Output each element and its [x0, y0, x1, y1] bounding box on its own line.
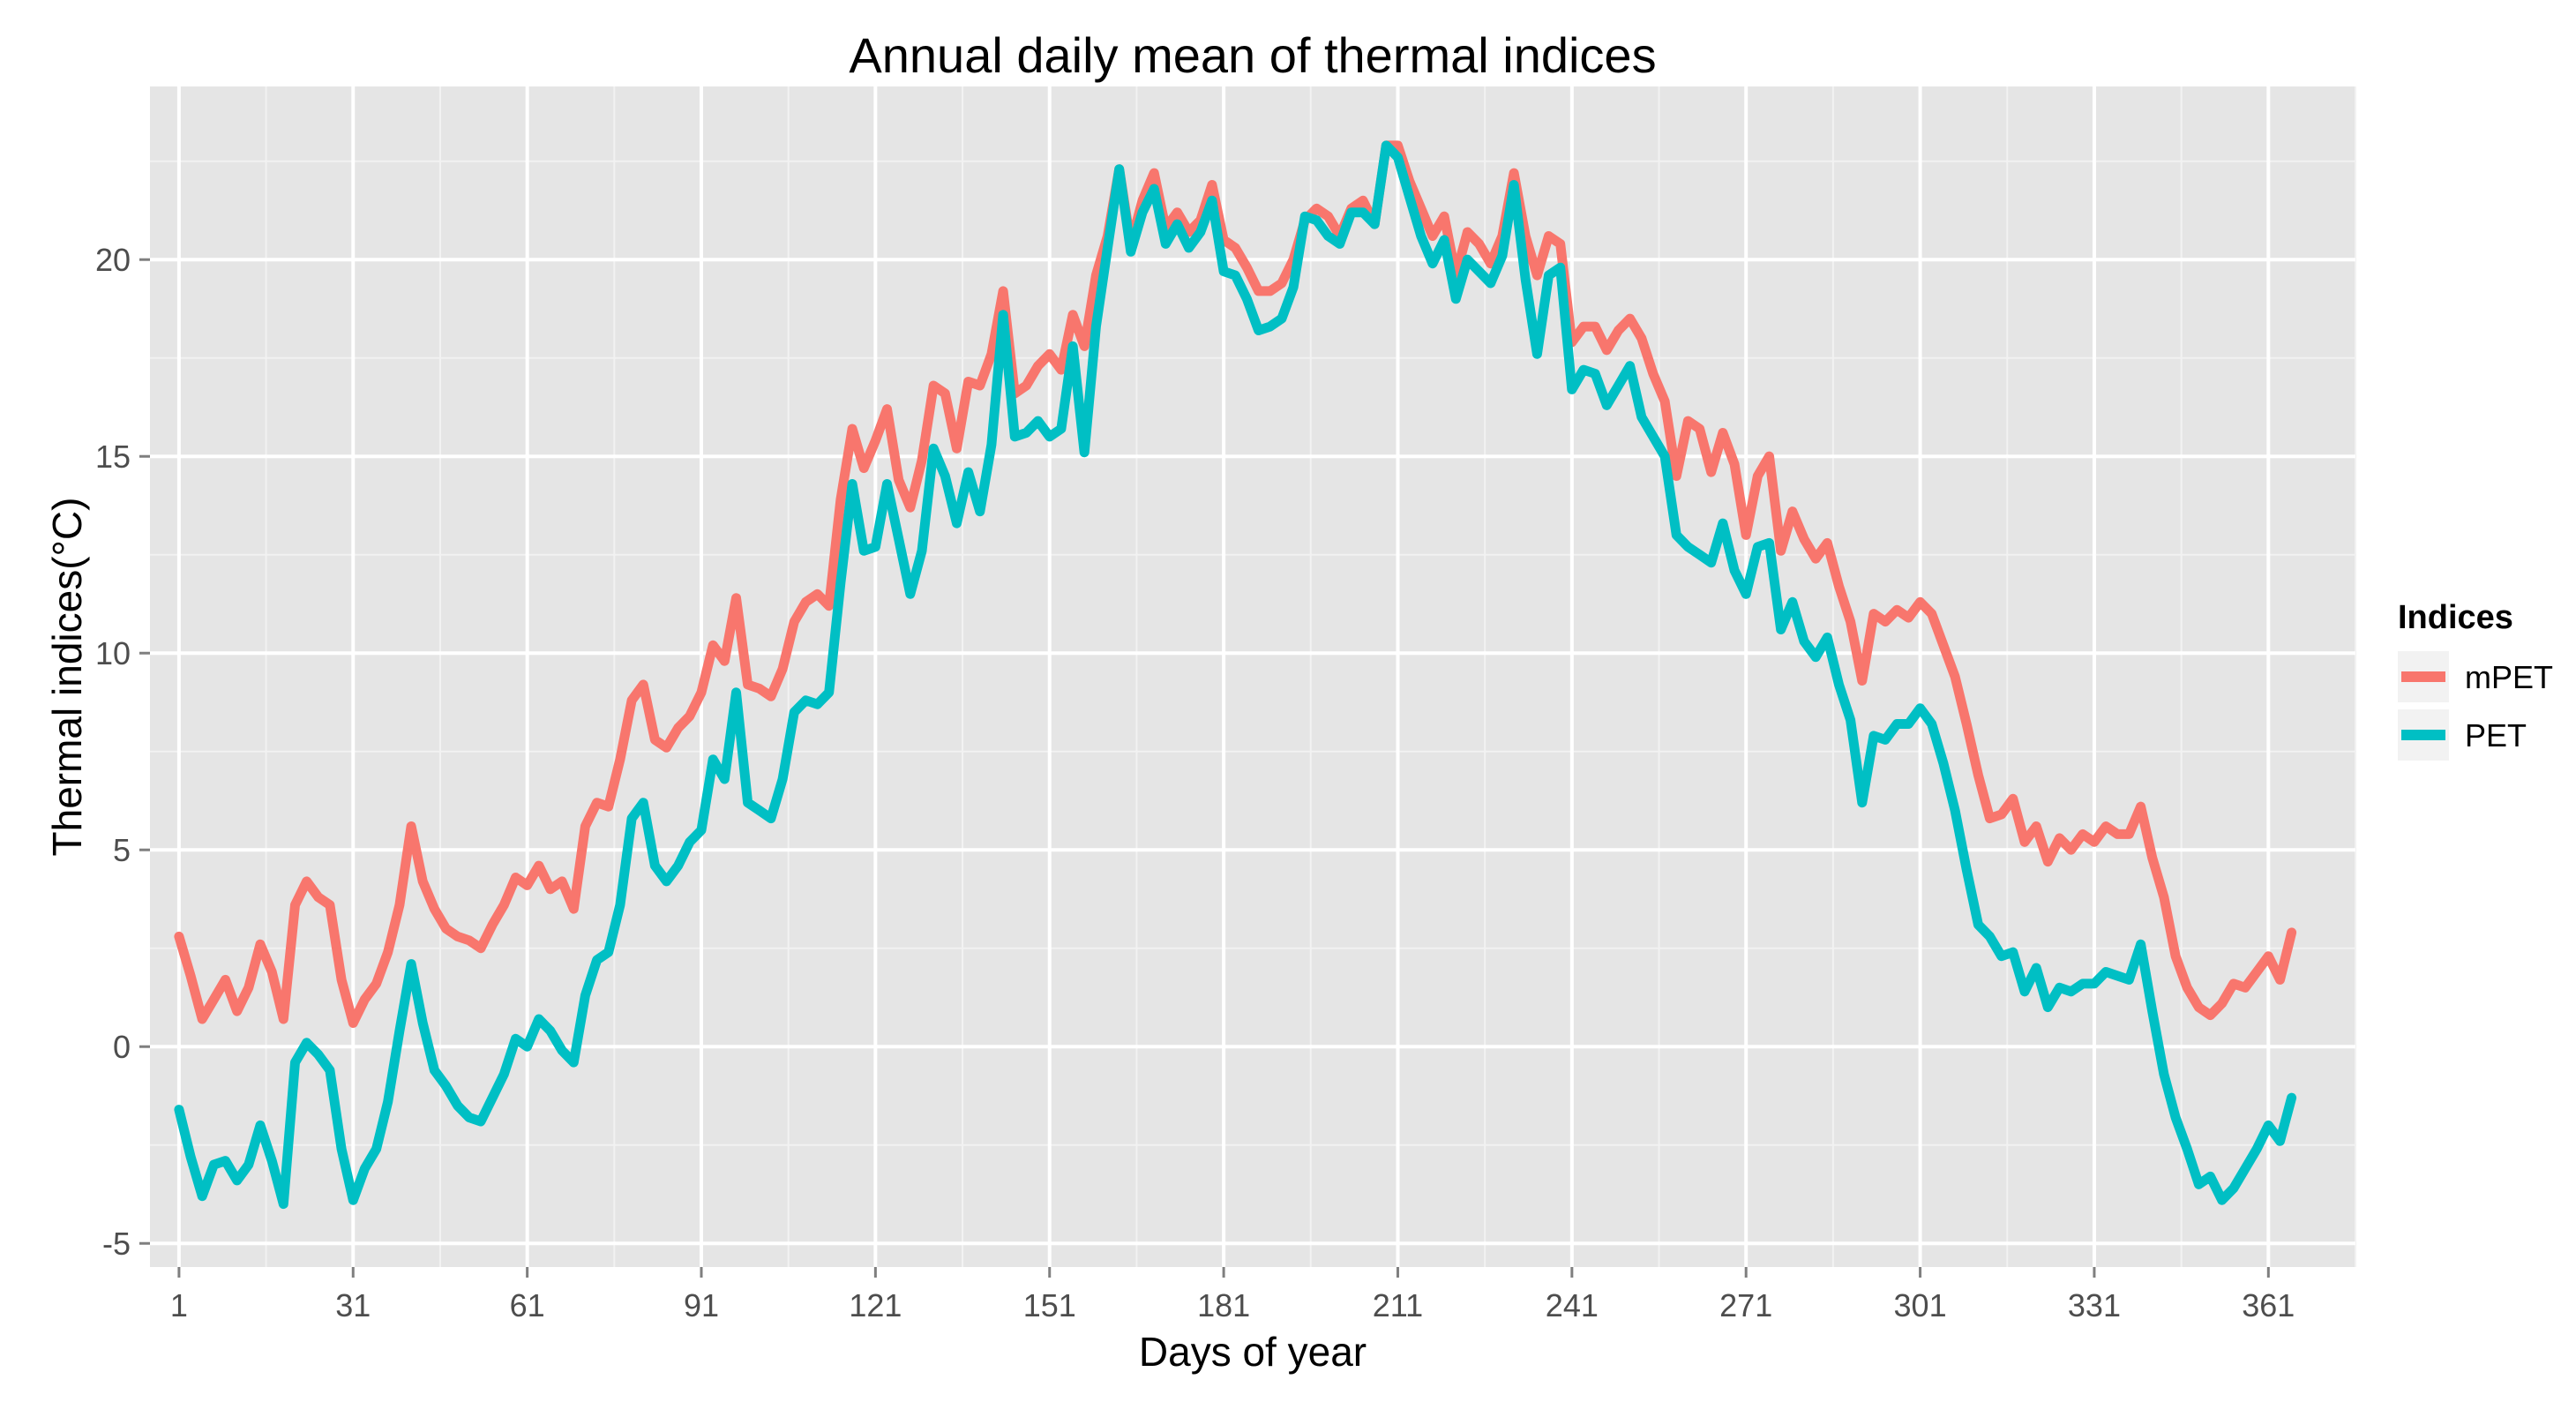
x-tick-label: 31: [335, 1287, 371, 1323]
x-tick-label: 241: [1546, 1287, 1599, 1323]
y-tick-label: 20: [95, 242, 131, 278]
y-tick-label: 10: [95, 635, 131, 671]
x-axis: 1 31 61 91 121 151 181 211 241 271 301 331 361: [170, 1267, 2295, 1323]
chart-title: Annual daily mean of thermal indices: [849, 27, 1656, 83]
y-tick-label: 0: [113, 1029, 131, 1065]
grid-major: [150, 86, 2355, 1267]
x-tick-label: 331: [2068, 1287, 2121, 1323]
panel-background: [150, 86, 2355, 1267]
legend-title: Indices: [2398, 599, 2513, 636]
x-tick-label: 91: [684, 1287, 719, 1323]
x-tick-label: 361: [2242, 1287, 2295, 1323]
series-lines: [174, 140, 2297, 1210]
y-tick-label: -5: [102, 1226, 131, 1262]
legend: Indices mPET PET: [2398, 599, 2553, 761]
y-tick-label: 5: [113, 832, 131, 868]
y-axis: -5 0 5 10 15 20: [95, 242, 150, 1262]
x-tick-label: 61: [510, 1287, 545, 1323]
series-line-mpet: [174, 140, 2297, 1028]
x-tick-label: 181: [1197, 1287, 1250, 1323]
y-tick-label: 15: [95, 439, 131, 475]
x-axis-title: Days of year: [1139, 1329, 1367, 1375]
y-axis-title: Thermal indices(°C): [44, 498, 90, 857]
legend-label-pet: PET: [2465, 717, 2527, 753]
x-tick-label: 151: [1023, 1287, 1076, 1323]
series-line-pet: [174, 140, 2297, 1210]
grid-minor: [150, 86, 2356, 1267]
x-tick-label: 271: [1719, 1287, 1772, 1323]
x-tick-label: 121: [849, 1287, 902, 1323]
x-tick-label: 301: [1894, 1287, 1947, 1323]
legend-label-mpet: mPET: [2465, 659, 2553, 695]
x-tick-label: 211: [1373, 1287, 1423, 1323]
x-tick-label: 1: [170, 1287, 188, 1323]
